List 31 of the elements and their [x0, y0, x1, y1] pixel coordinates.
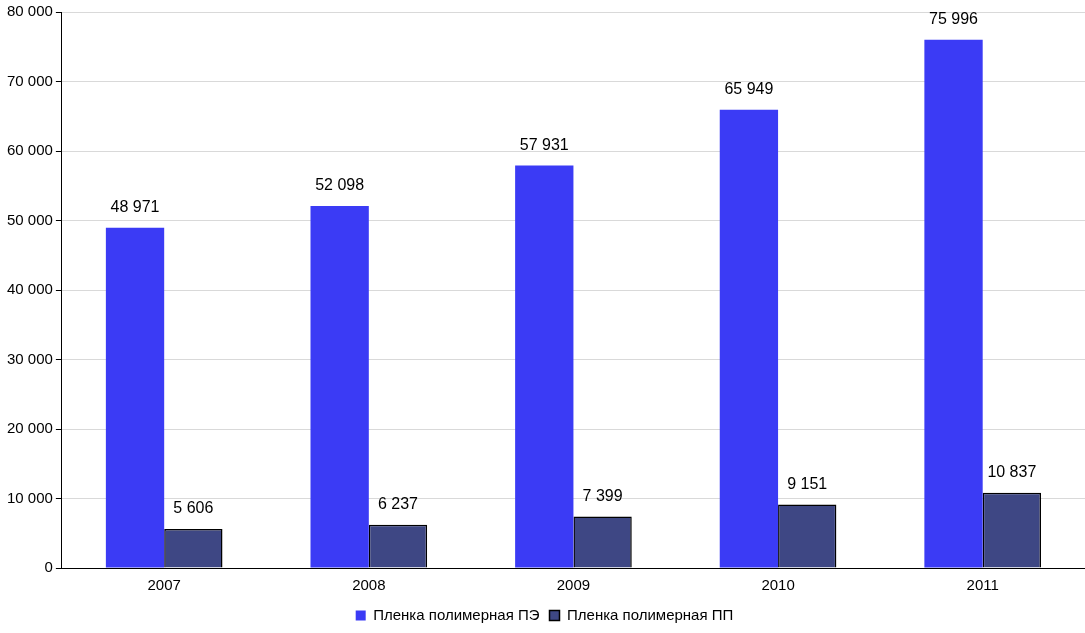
y-tick-label: 80 000 — [6, 2, 53, 20]
x-tick-label: 2008 — [352, 576, 386, 594]
data-label: 9 151 — [787, 474, 828, 492]
data-label: 75 996 — [929, 10, 979, 28]
x-tick-label: 2007 — [147, 576, 181, 594]
bar — [310, 205, 369, 568]
data-label: 6 237 — [377, 495, 419, 513]
y-tick-label: 70 000 — [6, 71, 53, 89]
bar — [515, 165, 574, 568]
data-label: 5 606 — [173, 499, 214, 517]
x-tick-label: 2011 — [966, 576, 999, 594]
data-label: 10 837 — [987, 463, 1037, 481]
x-tick-label: 2009 — [556, 576, 591, 594]
y-tick-label: 30 000 — [6, 349, 53, 367]
legend-label: Пленка полимерная ПП — [567, 605, 734, 623]
bar — [924, 39, 983, 568]
data-label: 57 931 — [519, 135, 569, 153]
bar — [105, 227, 165, 568]
y-tick-label: 60 000 — [6, 141, 53, 159]
y-tick-label: 20 000 — [6, 419, 53, 437]
y-tick-label: 40 000 — [6, 280, 53, 298]
y-tick-label: 50 000 — [6, 210, 53, 228]
data-label: 7 399 — [582, 486, 623, 504]
data-label: 65 949 — [724, 80, 774, 98]
y-tick-label: 10 000 — [6, 488, 53, 506]
bar — [719, 109, 779, 568]
y-tick-label: 0 — [44, 558, 53, 576]
data-label: 52 098 — [315, 176, 365, 194]
legend-label: Пленка полимерная ПЭ — [373, 605, 540, 623]
data-label: 48 971 — [110, 198, 160, 216]
x-tick-label: 2010 — [761, 576, 795, 594]
